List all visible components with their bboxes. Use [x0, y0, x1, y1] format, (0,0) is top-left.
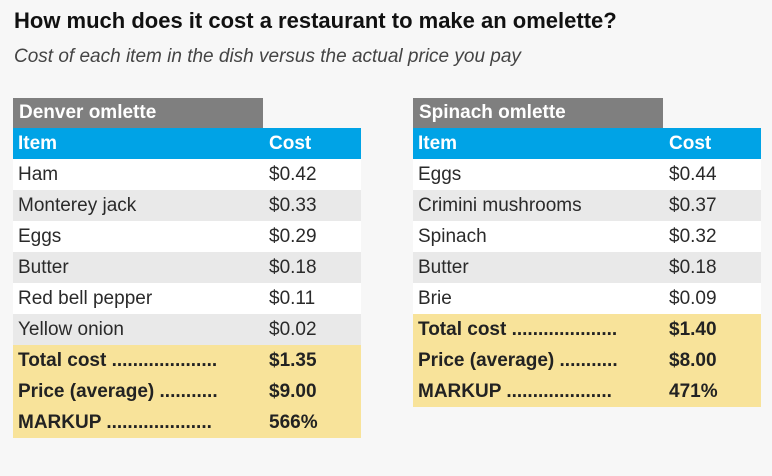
table-row: Spinach $0.32: [413, 221, 761, 252]
table-header-row: Item Cost: [413, 128, 761, 159]
summary-row-total-cost: Total cost .................... $1.35: [13, 345, 361, 376]
item-cost: $0.11: [269, 288, 316, 309]
item-name: Eggs: [18, 226, 62, 247]
item-cost: $0.02: [269, 319, 317, 340]
table-row: Eggs $0.29: [13, 221, 361, 252]
item-cost: $0.32: [669, 226, 717, 247]
item-name: Butter: [18, 257, 69, 278]
table-row: Butter $0.18: [413, 252, 761, 283]
summary-value: 471%: [669, 381, 718, 402]
page-title: How much does it cost a restaurant to ma…: [14, 8, 617, 33]
item-cost: $0.18: [669, 257, 717, 278]
item-cost: $0.44: [669, 164, 717, 185]
summary-row-markup: MARKUP .................... 471%: [413, 376, 761, 407]
item-name: Spinach: [418, 226, 487, 247]
column-header-item: Item: [18, 133, 58, 154]
summary-row-price: Price (average) ........... $8.00: [413, 345, 761, 376]
item-cost: $0.33: [269, 195, 317, 216]
item-name: Yellow onion: [18, 319, 124, 340]
item-name: Ham: [18, 164, 59, 185]
item-name: Brie: [418, 288, 452, 309]
table-row: Monterey jack $0.33: [13, 190, 361, 221]
summary-label: Total cost ....................: [418, 319, 618, 340]
summary-value: $1.40: [669, 319, 717, 340]
summary-label: Total cost ....................: [18, 350, 218, 371]
spinach-omelette-table: Spinach omlette Item Cost Eggs $0.44 Cri…: [413, 98, 761, 407]
table-name: Spinach omlette: [413, 98, 663, 128]
table-row: Crimini mushrooms $0.37: [413, 190, 761, 221]
table-header-row: Item Cost: [13, 128, 361, 159]
summary-row-price: Price (average) ........... $9.00: [13, 376, 361, 407]
table-row: Yellow onion $0.02: [13, 314, 361, 345]
item-name: Butter: [418, 257, 469, 278]
table-row: Butter $0.18: [13, 252, 361, 283]
summary-row-total-cost: Total cost .................... $1.40: [413, 314, 761, 345]
item-name: Crimini mushrooms: [418, 195, 582, 216]
item-cost: $0.42: [269, 164, 317, 185]
summary-label: Price (average) ...........: [18, 381, 218, 402]
summary-value: $9.00: [269, 381, 317, 402]
summary-label: Price (average) ...........: [418, 350, 618, 371]
item-cost: $0.09: [669, 288, 717, 309]
item-name: Monterey jack: [18, 195, 137, 216]
item-cost: $0.18: [269, 257, 317, 278]
item-cost: $0.29: [269, 226, 317, 247]
item-name: Red bell pepper: [18, 288, 153, 309]
item-name: Eggs: [418, 164, 462, 185]
table-name: Denver omlette: [13, 98, 263, 128]
denver-omelette-table: Denver omlette Item Cost Ham $0.42 Monte…: [13, 98, 361, 438]
summary-value: $8.00: [669, 350, 717, 371]
summary-row-markup: MARKUP .................... 566%: [13, 407, 361, 438]
column-header-item: Item: [418, 133, 458, 154]
summary-value: 566%: [269, 412, 318, 433]
table-row: Ham $0.42: [13, 159, 361, 190]
table-row: Brie $0.09: [413, 283, 761, 314]
column-header-cost: Cost: [669, 133, 712, 154]
table-row: Red bell pepper $0.11: [13, 283, 361, 314]
column-header-cost: Cost: [269, 133, 312, 154]
table-row: Eggs $0.44: [413, 159, 761, 190]
summary-label: MARKUP ....................: [418, 381, 612, 402]
item-cost: $0.37: [669, 195, 717, 216]
summary-label: MARKUP ....................: [18, 412, 212, 433]
page-subtitle: Cost of each item in the dish versus the…: [14, 46, 521, 67]
summary-value: $1.35: [269, 350, 317, 371]
